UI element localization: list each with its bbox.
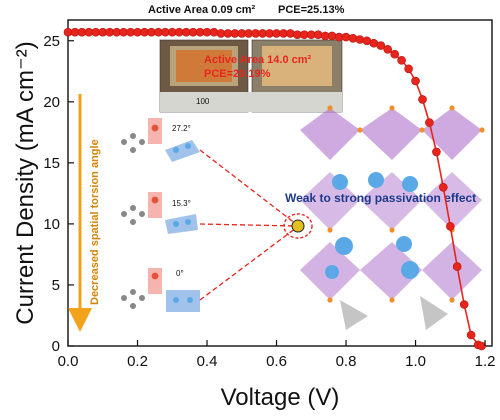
data-point	[411, 76, 420, 86]
data-point	[445, 222, 455, 231]
perovskite-lattice	[300, 105, 485, 330]
x-tick-label: 0.0	[58, 353, 79, 370]
device-photos: 100 Active Area 14.0 cm² PCE=20.19%	[159, 39, 343, 113]
molecule-3: 0°	[121, 268, 200, 312]
angle-label-1: 27.2°	[172, 124, 191, 133]
data-point	[459, 300, 469, 309]
data-point	[383, 44, 393, 54]
series-layer	[63, 27, 486, 351]
passivation-label: Weak to strong passivation effect	[285, 191, 476, 205]
x-tick-label: 0.2	[127, 353, 148, 370]
y-tick-label: 10	[43, 216, 60, 233]
data-point	[466, 330, 476, 340]
torsion-label: Decreased spatial torsion angle	[89, 139, 101, 305]
angle-label-2: 15.3°	[172, 199, 191, 208]
x-tick-label: 1.0	[405, 353, 426, 370]
y-tick-label: 25	[43, 33, 60, 50]
data-point	[327, 31, 337, 41]
x-tick-label: 1.2	[475, 353, 496, 370]
header-active-area: Active Area 0.09 cm²	[148, 4, 256, 16]
x-tick-label: 0.6	[266, 353, 287, 370]
defect-site	[291, 219, 305, 233]
angle-label-3: 0°	[176, 269, 184, 278]
data-point	[477, 341, 486, 351]
photo-ruler-label: 100	[196, 97, 210, 106]
x-tick-label: 0.4	[197, 353, 218, 370]
defect-highlight	[283, 213, 313, 239]
data-point	[390, 49, 400, 59]
data-point	[376, 41, 386, 50]
tick-layer: 0.0 0.2 0.4 0.6 0.8 1.0 1.2 0 5 10 15 20 25	[43, 33, 495, 370]
photo-active-area: Active Area 14.0 cm²	[204, 54, 312, 66]
data-point	[438, 183, 448, 192]
data-point	[286, 29, 295, 38]
data-point	[432, 147, 441, 157]
connector-lines	[199, 149, 297, 301]
data-point	[425, 118, 434, 127]
molecule-1: 27.2°	[121, 118, 200, 162]
x-tick-label: 0.8	[336, 353, 357, 370]
y-tick-label: 20	[43, 94, 60, 111]
x-axis-title: Voltage (V)	[221, 384, 340, 411]
molecule-2: 15.3°	[121, 192, 198, 234]
data-point	[452, 262, 462, 271]
y-tick-label: 15	[43, 155, 60, 172]
plot-frame	[67, 19, 493, 347]
data-point	[418, 95, 427, 104]
y-axis-title: Current Density (mA cm⁻²)	[12, 41, 39, 324]
data-point	[404, 64, 413, 74]
data-point	[341, 32, 351, 42]
y-tick-label: 5	[52, 277, 60, 294]
data-point	[313, 30, 323, 40]
data-point	[397, 55, 406, 65]
photo-pce: PCE=20.19%	[204, 68, 271, 80]
data-point	[355, 35, 365, 44]
header-pce: PCE=25.13%	[278, 4, 345, 16]
y-tick-label: 0	[52, 338, 60, 355]
